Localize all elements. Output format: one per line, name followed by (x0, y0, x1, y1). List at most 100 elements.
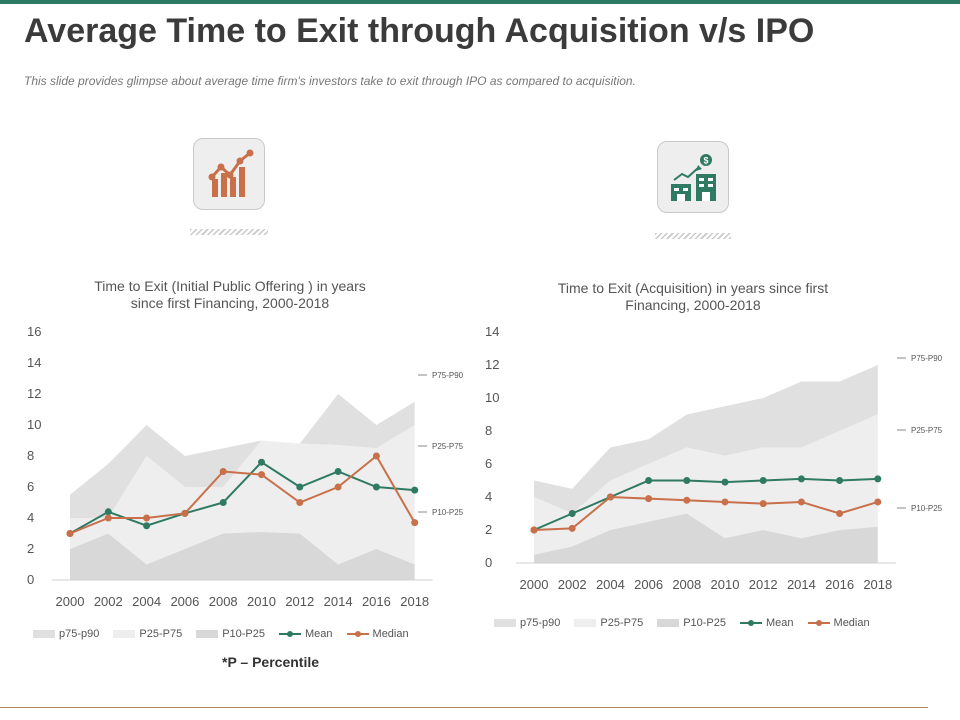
ipo-legend: p75-p90 P25-P75 P10-P25 Mean Median (33, 628, 409, 640)
band-p25-p75 (534, 414, 878, 555)
legend-swatch-p75-p90 (33, 630, 55, 638)
series-point-median (797, 498, 805, 506)
y-tick-label: 12 (485, 357, 499, 372)
x-tick-label: 2010 (247, 594, 276, 609)
bottom-divider (0, 707, 928, 708)
legend-item-median: Median (346, 628, 409, 640)
legend-label: P10-P25 (683, 617, 726, 629)
x-tick-label: 2010 (711, 577, 740, 592)
series-point-mean (372, 483, 380, 491)
y-tick-label: 14 (485, 324, 499, 339)
x-tick-label: 2008 (672, 577, 701, 592)
series-point-median (296, 499, 304, 506)
legend-label: p75-p90 (59, 628, 100, 640)
legend-label: Median (833, 617, 870, 629)
band-annotation-label: P75-P90 (911, 354, 943, 363)
x-tick-label: 2012 (285, 594, 314, 609)
x-tick-label: 2006 (634, 577, 663, 592)
series-point-median (721, 498, 729, 506)
series-line-mean (533, 477, 878, 531)
y-tick-label: 10 (485, 390, 499, 405)
x-tick-label: 2002 (94, 594, 123, 609)
y-tick-label: 2 (27, 541, 34, 556)
series-point-median (66, 530, 74, 537)
legend-label: Mean (305, 628, 333, 640)
band-annotation-label: P25-P75 (432, 442, 464, 451)
x-tick-label: 2018 (400, 594, 429, 609)
y-tick-label: 0 (485, 555, 492, 570)
acq-chart-title-line-1: Time to Exit (Acquisition) in years sinc… (557, 280, 829, 296)
growth-chart-icon (193, 138, 265, 210)
series-point-median (759, 500, 767, 508)
legend-item-p75-p90: p75-p90 (33, 628, 99, 640)
series-point-mean (334, 468, 342, 475)
y-tick-label: 10 (27, 417, 41, 432)
legend-marker-median (807, 619, 830, 627)
x-tick-label: 2006 (170, 594, 199, 609)
y-tick-label: 8 (485, 423, 492, 438)
series-point-mean (836, 477, 844, 484)
legend-item-mean: Mean (740, 617, 794, 629)
x-tick-label: 2002 (558, 577, 587, 592)
series-point-mean (874, 475, 882, 483)
series-point-median (411, 519, 419, 527)
legend-label: P25-P75 (139, 628, 183, 640)
y-tick-label: 16 (27, 324, 41, 339)
footnote: *P – Percentile (222, 654, 320, 670)
legend-label: p75-p90 (520, 617, 561, 629)
y-tick-label: 4 (485, 489, 492, 504)
band-p10-p25 (70, 531, 415, 580)
y-tick-label: 4 (27, 510, 34, 525)
icon-shadow-right (655, 233, 731, 239)
band-annotation-label: P25-P75 (911, 426, 943, 435)
legend-marker-median (346, 630, 369, 638)
legend-item-p10-p25: P10-P25 (196, 628, 265, 640)
legend-label: Median (372, 628, 409, 640)
y-tick-label: 6 (27, 479, 34, 494)
y-tick-label: 12 (27, 386, 41, 401)
series-point-median (181, 509, 189, 517)
ipo-chart-title-line-1: Time to Exit (Initial Public Offering ) … (94, 278, 366, 294)
series-point-mean (104, 508, 112, 516)
x-tick-label: 2000 (56, 594, 85, 609)
ipo-chart-title-line-2: since first Financing, 2000-2018 (130, 295, 330, 311)
series-point-mean (797, 475, 805, 483)
x-tick-label: 2018 (863, 577, 892, 592)
legend-item-p25-p75: P25-P75 (574, 617, 643, 629)
legend-swatch-p25-p75 (113, 630, 136, 638)
page-subtitle: This slide provides glimpse about averag… (24, 74, 636, 88)
legend-item-p75-p90: p75-p90 (494, 617, 560, 629)
acq-chart-title-line-2: Financing, 2000-2018 (625, 297, 761, 313)
y-tick-label: 0 (27, 572, 34, 587)
band-p25-p75 (70, 425, 415, 565)
legend-label: Mean (766, 617, 794, 629)
series-line-median (533, 495, 879, 531)
series-point-median (836, 510, 844, 517)
series-point-median (683, 496, 691, 504)
band-annotation-label: P10-P25 (911, 504, 943, 513)
acq-legend: p75-p90 P25-P75 P10-P25 Mean Median (494, 617, 870, 629)
series-point-median (258, 471, 265, 479)
x-tick-label: 2016 (362, 594, 391, 609)
series-point-median (568, 524, 576, 532)
legend-swatch-p10-p25 (196, 630, 219, 638)
series-point-median (645, 495, 653, 503)
legend-item-p10-p25: P10-P25 (657, 617, 726, 629)
band-annotation-label: P10-P25 (432, 508, 464, 517)
band-annotation-label: P75-P90 (432, 371, 464, 380)
x-tick-label: 2000 (520, 577, 549, 592)
legend-label: P10-P25 (222, 628, 265, 640)
legend-item-median: Median (807, 617, 870, 629)
series-point-mean (645, 477, 653, 484)
x-tick-label: 2016 (825, 577, 854, 592)
series-point-mean (683, 477, 691, 484)
svg-text:$: $ (703, 156, 708, 166)
y-tick-label: 14 (27, 355, 41, 370)
band-p10-p25 (534, 513, 878, 563)
series-point-mean (411, 486, 419, 494)
x-tick-label: 2004 (596, 577, 625, 592)
x-tick-label: 2014 (324, 594, 353, 609)
legend-swatch-p75-p90 (494, 619, 516, 627)
